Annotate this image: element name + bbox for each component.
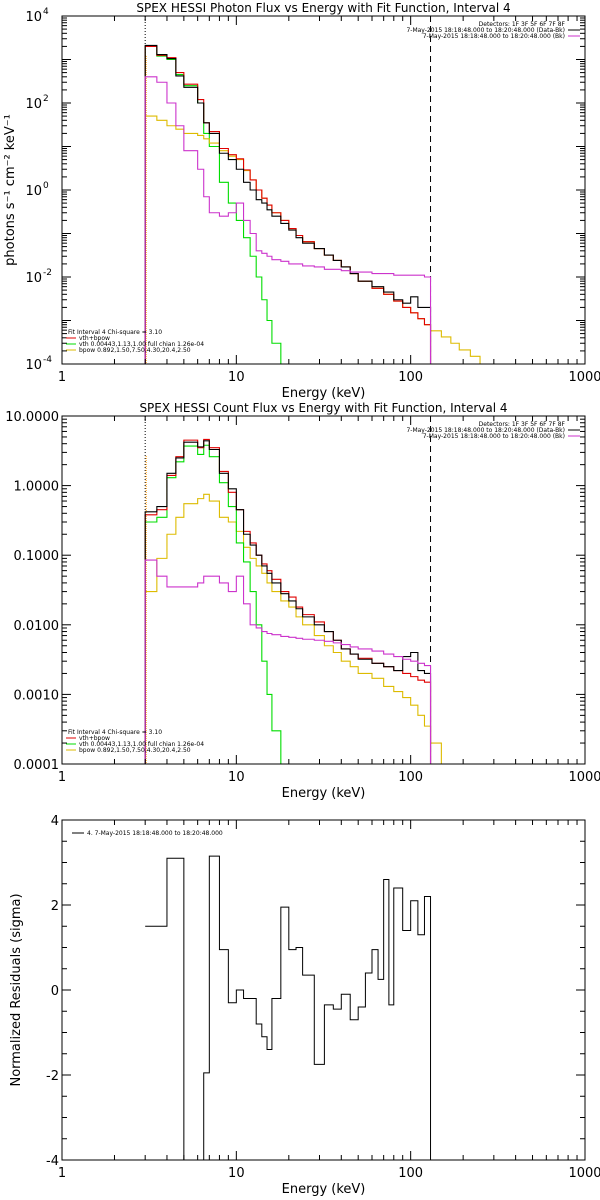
count-flux-panel: 1 10 100 1000 10.0000 1.0000 0.1000 0.0100 0.001…: [5, 401, 600, 801]
y-tick-label: 10: [25, 97, 42, 112]
y-tick-label: 0.0001: [14, 758, 60, 773]
x-tick-label: 100: [398, 370, 423, 385]
legend-top-entry: 7-May-2015 18:18:48.000 to 18:20:48.000 …: [406, 427, 565, 434]
series-bk: [144, 559, 432, 764]
y-tick-label: 0.1000: [14, 549, 60, 564]
y-tick-label: 10.0000: [5, 410, 59, 425]
legend-bottom-entry: vth+bpow: [79, 335, 110, 342]
plot-area: [145, 855, 432, 1160]
residuals-panel: 1 10 100 1000 4 2 0 -2 -4 Energy (keV) Normalized …: [9, 814, 600, 1197]
legend-top-entry: Detectors: 1F 3F 5F 6F 7F 8F: [479, 421, 566, 428]
legend-bottom-entry: vth 0.00443,1.13,1.00 full chian 1.26e-0…: [79, 741, 204, 748]
series-bpow: [144, 115, 489, 364]
axes-frame: [61, 15, 586, 365]
axes-frame: [61, 819, 586, 1161]
legend-top-entry: 7-May-2015 18:18:48.000 to 18:20:48.000 …: [423, 33, 565, 40]
y-tick-base: 10: [25, 184, 42, 199]
x-tick-label: 1000: [568, 370, 600, 385]
y-tick-exp: 2: [43, 94, 49, 104]
x-tick-label: 10: [228, 1166, 245, 1181]
y-tick-label: 0.0100: [14, 619, 60, 634]
axes-frame: [61, 415, 586, 765]
plot-area: [144, 16, 489, 364]
y-tick-label: 1.0000: [14, 480, 60, 495]
series-model: [144, 438, 432, 764]
y-tick-label: 10: [25, 271, 42, 286]
series-total: [144, 440, 432, 764]
x-tick-label: 100: [398, 1166, 423, 1181]
legend-bottom-entry: bpow 0.892,1.50,7.50,4.30,20.4,2.50: [79, 747, 191, 754]
y-tick-exp: -2: [43, 268, 52, 278]
y-tick-label: -2: [46, 1069, 59, 1084]
y-axis-label: Normalized Residuals (sigma): [9, 893, 24, 1086]
x-tick-label: 1000: [568, 770, 600, 785]
series-bk: [144, 76, 432, 364]
y-tick-exp: 0: [43, 181, 49, 191]
legend-entry: 4. 7-May-2015 18:18:48.000 to 18:20:48.0…: [87, 830, 223, 837]
y-tick-exp: 4: [43, 7, 49, 17]
y-tick-exp: -4: [43, 355, 52, 365]
residuals-series: [145, 855, 432, 1160]
y-tick-base: 10: [25, 271, 42, 286]
x-tick-label: 1: [58, 770, 66, 785]
legend-bottom-entry: Fit Interval 4 Chi-square = 3.10: [68, 329, 162, 336]
y-tick-base: 10: [25, 97, 42, 112]
y-tick-label: 2: [51, 899, 59, 914]
x-axis-label: Energy (keV): [282, 386, 366, 401]
y-tick-label: 0.0010: [14, 688, 60, 703]
legend-bottom-entry: vth+bpow: [79, 735, 110, 742]
legend-top-entry: Detectors: 1F 3F 5F 6F 7F 8F: [479, 21, 566, 28]
x-axis-label: Energy (keV): [282, 1182, 366, 1197]
series-total: [144, 44, 432, 364]
x-axis-label: Energy (keV): [282, 786, 366, 801]
y-tick-label: -4: [46, 1154, 59, 1169]
y-tick-base: 10: [25, 10, 42, 25]
y-tick-label: 10: [25, 358, 42, 373]
legend-top-entry: 7-May-2015 18:18:48.000 to 18:20:48.000 …: [406, 27, 565, 34]
legend-bottom-entry: vth 0.00443,1.13,1.00 full chian 1.26e-0…: [79, 341, 204, 348]
legend-bottom-entry: Fit Interval 4 Chi-square = 3.10: [68, 729, 162, 736]
y-axis-label: photons s⁻¹ cm⁻² keV⁻¹: [3, 114, 18, 266]
y-tick-label: 0: [51, 984, 59, 999]
legend-bottom-entry: bpow 0.892,1.50,7.50,4.30,20.4,2.50: [79, 347, 191, 354]
plot-area: [144, 416, 456, 764]
x-tick-label: 100: [398, 770, 423, 785]
x-tick-label: 10: [228, 370, 245, 385]
x-tick-label: 10: [228, 770, 245, 785]
y-tick-label: 4: [51, 814, 59, 829]
y-tick-label: 10: [25, 10, 42, 25]
legend-top-entry: 7-May-2015 18:18:48.000 to 18:20:48.000 …: [423, 433, 565, 440]
x-tick-label: 1000: [568, 1166, 600, 1181]
series-bpow: [144, 493, 456, 764]
x-tick-label: 1: [58, 1166, 66, 1181]
chart-title: SPEX HESSI Count Flux vs Energy with Fit…: [139, 401, 507, 415]
chart-title: SPEX HESSI Photon Flux vs Energy with Fi…: [136, 1, 510, 15]
y-tick-base: 10: [25, 358, 42, 373]
y-tick-label: 10: [25, 184, 42, 199]
x-tick-label: 1: [58, 370, 66, 385]
series-model: [144, 45, 432, 364]
